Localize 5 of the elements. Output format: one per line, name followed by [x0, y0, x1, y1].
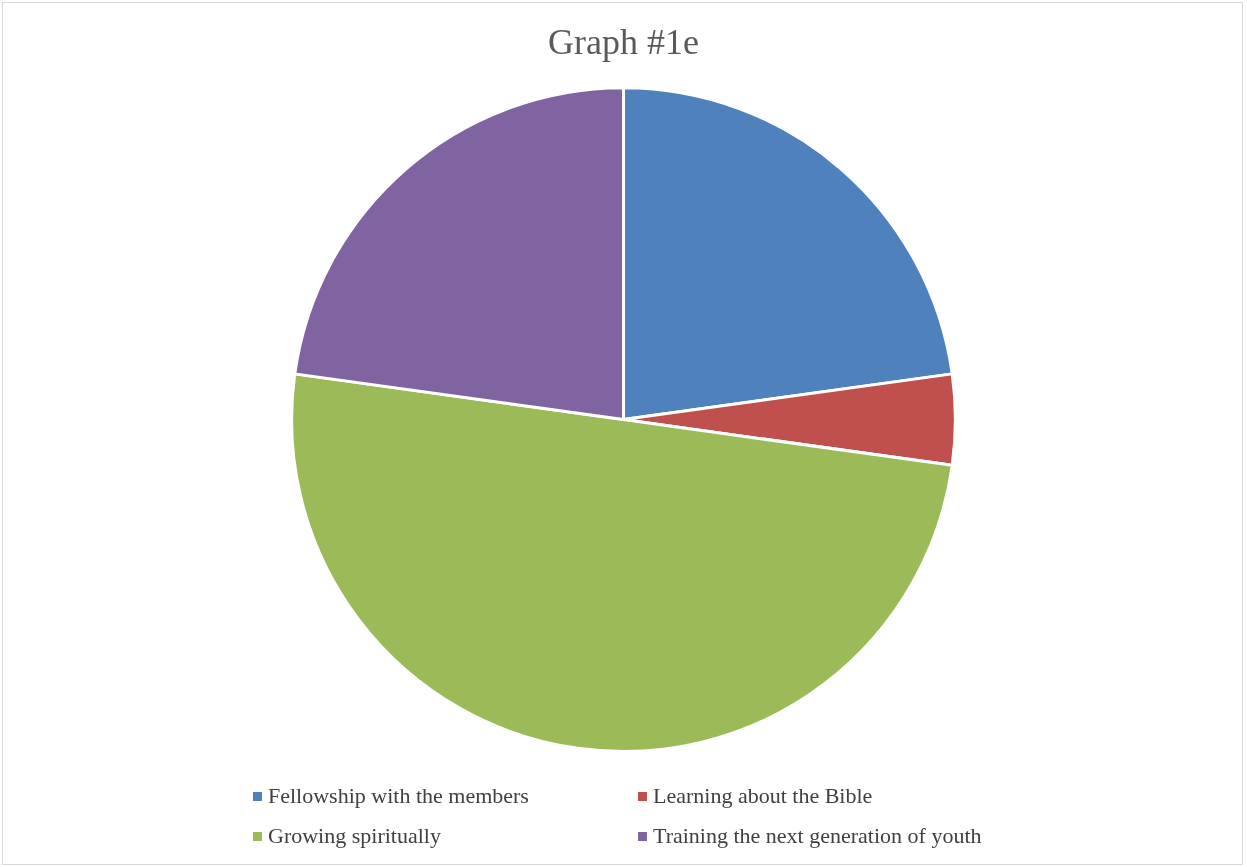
legend-label: Fellowship with the members	[268, 783, 529, 809]
chart-title: Graph #1e	[548, 22, 699, 63]
legend-label: Training the next generation of youth	[653, 823, 982, 849]
legend-label: Growing spiritually	[268, 823, 441, 849]
legend-label: Learning about the Bible	[653, 783, 873, 809]
